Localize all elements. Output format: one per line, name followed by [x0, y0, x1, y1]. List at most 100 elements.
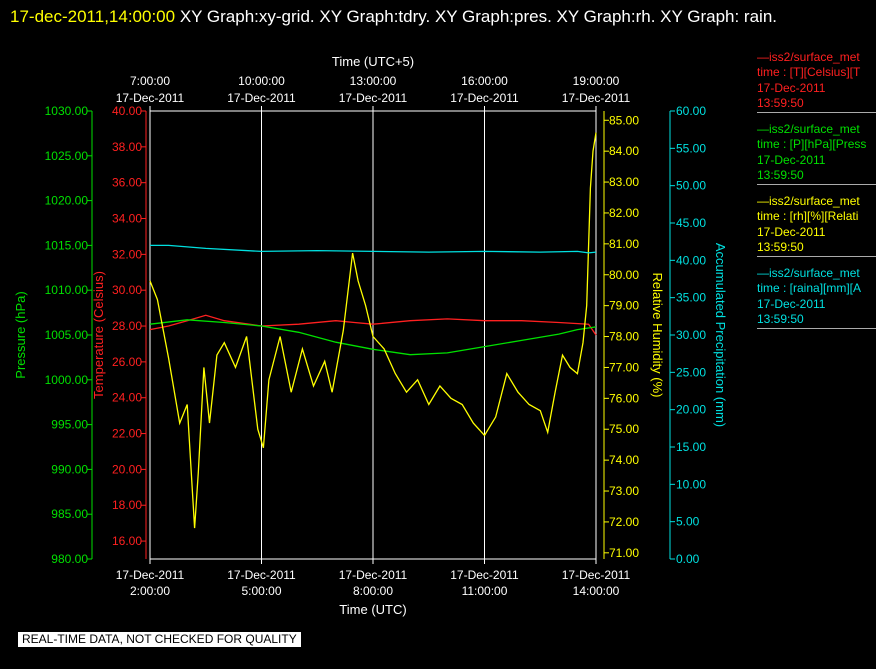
x-tick-label-bottom-date: 17-Dec-2011 [227, 568, 296, 582]
humidity-tick-label: 85.00 [609, 113, 639, 127]
legend-date: 17-Dec-2011 [757, 80, 826, 95]
legend-temperature: —iss2/surface_met time : [T][Celsius][T … [757, 50, 876, 113]
humidity-axis-label: Relative Humidity (%) [650, 273, 665, 398]
humidity-tick-label: 83.00 [609, 175, 639, 189]
pressure-tick-label: 1010.00 [45, 283, 89, 297]
humidity-tick-label: 73.00 [609, 484, 639, 498]
legend-precipitation: —iss2/surface_met time : [raina][mm][A 1… [757, 266, 876, 329]
rain-tick-label: 35.00 [676, 291, 706, 305]
x-axis-label-bottom: Time (UTC) [339, 602, 406, 617]
legend-field: time : [T][Celsius][T [757, 65, 861, 80]
x-tick-label-top-time: 19:00:00 [573, 74, 620, 88]
temperature-tick-label: 26.00 [112, 355, 142, 369]
x-tick-label-bottom-time: 14:00:00 [573, 584, 620, 598]
rain-tick-label: 15.00 [676, 440, 706, 454]
x-tick-label-bottom-date: 17-Dec-2011 [116, 568, 185, 582]
temperature-tick-label: 20.00 [112, 462, 142, 476]
temperature-tick-label: 28.00 [112, 319, 142, 333]
legend-field: time : [rh][%][Relati [757, 209, 859, 224]
x-tick-label-top-time: 10:00:00 [238, 74, 285, 88]
temperature-tick-label: 38.00 [112, 140, 142, 154]
x-axis-label-top: Time (UTC+5) [332, 54, 414, 69]
humidity-tick-label: 84.00 [609, 144, 639, 158]
legend-date: 17-Dec-2011 [757, 224, 826, 239]
x-tick-label-bottom-time: 5:00:00 [241, 584, 281, 598]
humidity-tick-label: 72.00 [609, 515, 639, 529]
rain-tick-label: 40.00 [676, 253, 706, 267]
rain-tick-label: 25.00 [676, 365, 706, 379]
pressure-tick-label: 1015.00 [45, 238, 89, 252]
temperature-tick-label: 22.00 [112, 427, 142, 441]
humidity-tick-label: 76.00 [609, 391, 639, 405]
legend-pressure: —iss2/surface_met time : [P][hPa][Press … [757, 122, 876, 185]
rain-tick-label: 10.00 [676, 477, 706, 491]
legend-time: 13:59:50 [757, 240, 804, 255]
rain-tick-label: 60.00 [676, 104, 706, 118]
temperature-tick-label: 40.00 [112, 104, 142, 118]
x-tick-label-top-time: 13:00:00 [350, 74, 397, 88]
temperature-tick-label: 30.00 [112, 283, 142, 297]
x-tick-label-top-date: 17-Dec-2011 [227, 91, 296, 105]
humidity-tick-label: 81.00 [609, 237, 639, 251]
x-tick-label-bottom-time: 8:00:00 [353, 584, 393, 598]
humidity-tick-label: 71.00 [609, 546, 639, 560]
humidity-tick-label: 75.00 [609, 422, 639, 436]
x-tick-label-bottom-time: 2:00:00 [130, 584, 170, 598]
chart-title: 17-dec-2011,14:00:00 XY Graph:xy-grid. X… [10, 2, 860, 31]
x-tick-label-bottom-time: 11:00:00 [462, 584, 508, 598]
title-timestamp: 17-dec-2011,14:00:00 [10, 7, 176, 26]
x-tick-label-top-date: 17-Dec-2011 [339, 91, 408, 105]
legend-field: time : [P][hPa][Press [757, 137, 867, 152]
rain-tick-label: 0.00 [676, 552, 700, 566]
pressure-tick-label: 1020.00 [45, 194, 89, 208]
rain-tick-label: 45.00 [676, 216, 706, 230]
pressure-tick-label: 1005.00 [45, 328, 89, 342]
temperature-tick-label: 32.00 [112, 247, 142, 261]
temperature-axis-label: Temperature (Celsius) [91, 271, 106, 399]
x-tick-label-top-date: 17-Dec-2011 [450, 91, 519, 105]
x-tick-label-top-date: 17-Dec-2011 [116, 91, 185, 105]
legend-series-name: —iss2/surface_met [757, 50, 860, 64]
temperature-tick-label: 16.00 [112, 534, 142, 548]
legend-series-name: —iss2/surface_met [757, 194, 860, 208]
x-tick-label-top-time: 7:00:00 [130, 74, 170, 88]
legend-time: 13:59:50 [757, 96, 804, 111]
rain-tick-label: 30.00 [676, 328, 706, 342]
legend-date: 17-Dec-2011 [757, 296, 826, 311]
pressure-axis-label: Pressure (hPa) [13, 291, 28, 378]
pressure-tick-label: 980.00 [51, 552, 88, 566]
humidity-tick-label: 79.00 [609, 299, 639, 313]
series-line-T [149, 314, 597, 336]
legend-time: 13:59:50 [757, 168, 804, 183]
x-tick-label-bottom-date: 17-Dec-2011 [339, 568, 408, 582]
humidity-tick-label: 82.00 [609, 206, 639, 220]
pressure-tick-label: 985.00 [51, 507, 88, 521]
humidity-tick-label: 74.00 [609, 453, 639, 467]
temperature-tick-label: 18.00 [112, 498, 142, 512]
rain-tick-label: 20.00 [676, 403, 706, 417]
series-line-rh [149, 132, 597, 529]
pressure-tick-label: 1000.00 [45, 373, 89, 387]
humidity-tick-label: 77.00 [609, 360, 639, 374]
x-tick-label-top-date: 17-Dec-2011 [562, 91, 631, 105]
legend-series-name: —iss2/surface_met [757, 266, 860, 280]
rain-tick-label: 5.00 [676, 515, 700, 529]
legend-series-name: —iss2/surface_met [757, 122, 860, 136]
x-tick-label-bottom-date: 17-Dec-2011 [562, 568, 631, 582]
quality-notice: REAL-TIME DATA, NOT CHECKED FOR QUALITY [18, 632, 301, 647]
pressure-tick-label: 990.00 [51, 462, 88, 476]
x-tick-label-bottom-date: 17-Dec-2011 [450, 568, 519, 582]
series-line-P [149, 319, 597, 356]
temperature-tick-label: 24.00 [112, 391, 142, 405]
temperature-tick-label: 34.00 [112, 212, 142, 226]
pressure-tick-label: 1030.00 [45, 104, 89, 118]
legend-date: 17-Dec-2011 [757, 152, 826, 167]
rain-tick-label: 55.00 [676, 141, 706, 155]
pressure-tick-label: 995.00 [51, 418, 88, 432]
series-line-raina [150, 244, 597, 254]
legend-field: time : [raina][mm][A [757, 281, 862, 296]
legend-humidity: —iss2/surface_met time : [rh][%][Relati … [757, 194, 876, 257]
temperature-tick-label: 36.00 [112, 176, 142, 190]
x-tick-label-top-time: 16:00:00 [461, 74, 508, 88]
